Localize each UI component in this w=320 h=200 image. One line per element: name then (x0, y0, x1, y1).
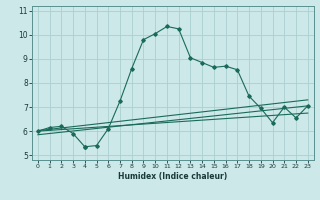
X-axis label: Humidex (Indice chaleur): Humidex (Indice chaleur) (118, 172, 228, 181)
